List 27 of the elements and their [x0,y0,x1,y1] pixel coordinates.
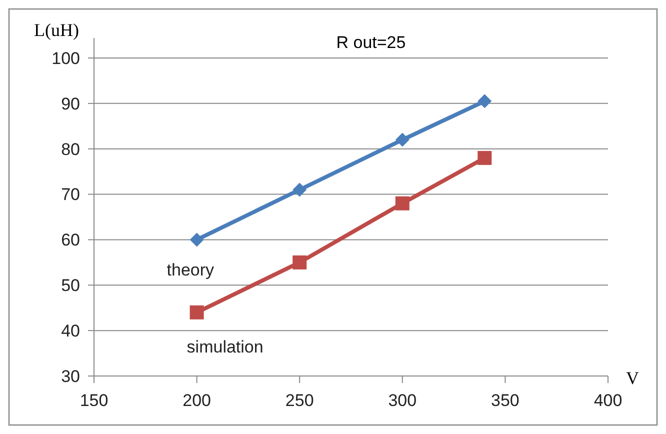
y-tick-label: 40 [61,322,80,341]
x-tick-label: 400 [594,391,622,410]
y-tick-label: 100 [52,48,80,68]
x-tick-label: 350 [491,391,520,410]
y-tick-label: 30 [61,366,80,386]
x-axis-title: V [626,368,639,388]
point [478,150,492,165]
y-tick-label: 70 [61,185,80,204]
x-tick-label: 150 [80,391,108,410]
point [292,182,307,197]
point [190,305,204,320]
x-tick-label: 250 [285,391,314,410]
y-tick-label: 80 [61,140,80,159]
point [395,196,410,210]
series-label: simulation [186,337,264,356]
series-label: theory [166,260,215,280]
x-tick-label: 300 [388,391,417,410]
point [190,232,204,247]
point [478,94,492,108]
chart-title: R out=25 [336,33,406,52]
y-tick-label: 60 [61,230,80,250]
x-tick-label: 200 [182,391,211,410]
point [292,255,307,270]
y-tick-label: 90 [61,94,80,114]
y-axis-title: L(uH) [34,20,79,40]
y-tick-label: 50 [61,276,80,296]
point [395,132,410,147]
